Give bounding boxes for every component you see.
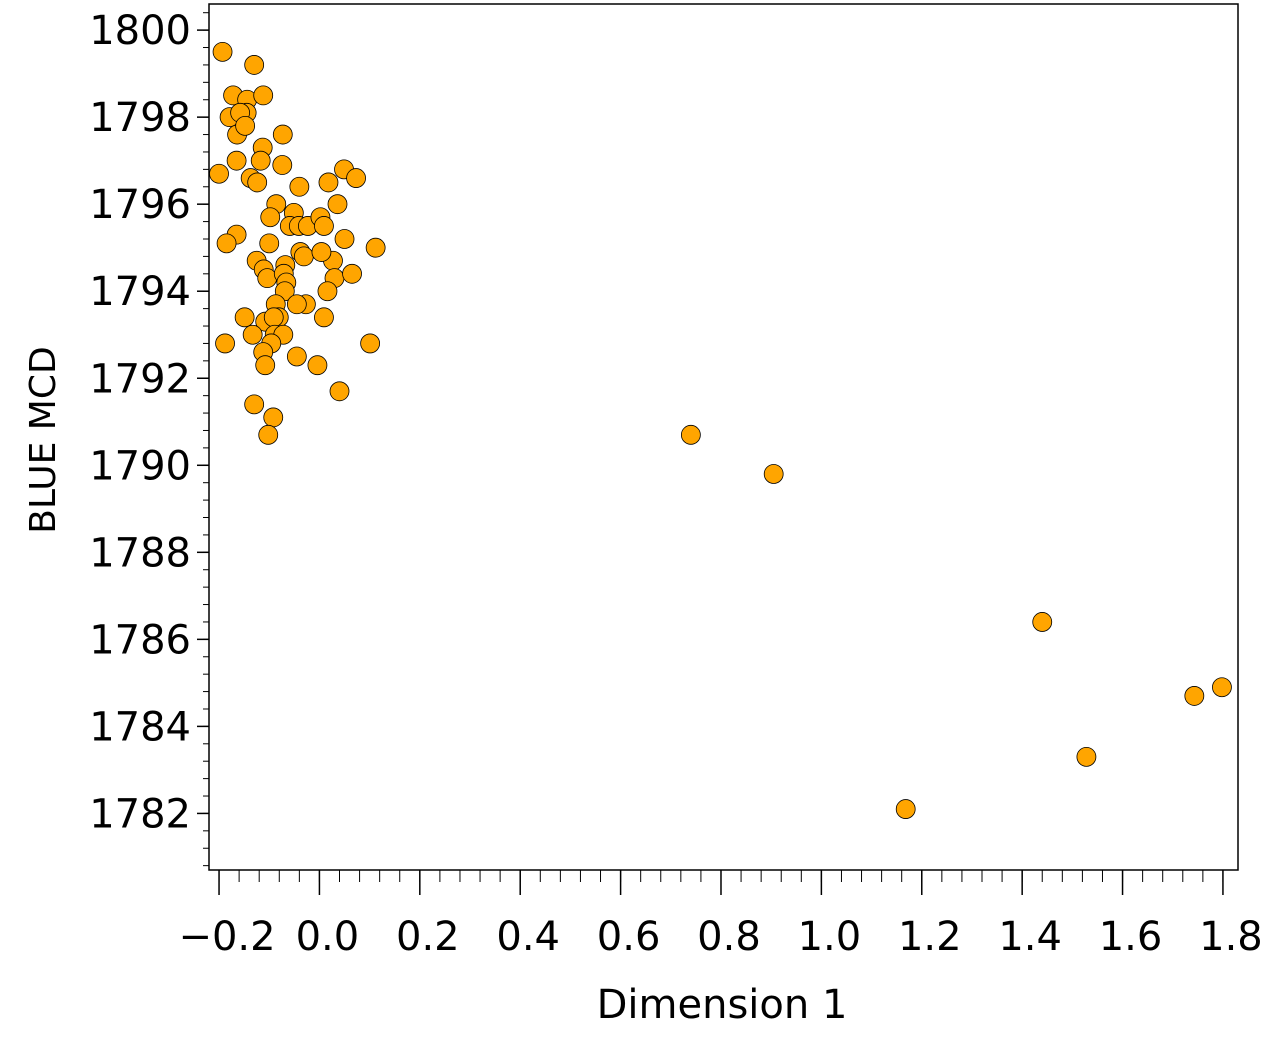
data-point — [763, 464, 784, 484]
data-point — [272, 155, 293, 175]
data-point — [255, 355, 276, 376]
data-point — [209, 163, 229, 184]
data-point — [247, 172, 268, 193]
x-tick-label: 1.6 — [1099, 914, 1163, 960]
data-point — [216, 233, 237, 254]
data-point — [253, 85, 274, 106]
x-tick-label: 0.2 — [396, 914, 460, 960]
x-tick-label: 1.0 — [798, 914, 862, 960]
data-point — [360, 333, 381, 354]
data-point — [215, 333, 235, 354]
x-tick-label: 1.4 — [998, 914, 1062, 960]
data-point — [244, 394, 265, 415]
data-point — [318, 172, 339, 193]
x-tick-label: 0.6 — [597, 914, 661, 960]
data-point — [286, 346, 307, 367]
data-point — [260, 207, 281, 228]
data-point — [314, 216, 334, 236]
data-point — [895, 799, 916, 819]
data-point — [342, 263, 362, 284]
y-tick-label: 1798 — [89, 95, 191, 141]
data-point — [327, 194, 348, 215]
plot-area — [208, 3, 1239, 871]
data-point — [307, 355, 328, 376]
data-point — [244, 55, 265, 75]
y-tick-label: 1782 — [89, 791, 191, 837]
data-point — [234, 307, 255, 328]
x-tick-label: −0.2 — [178, 914, 275, 960]
data-point — [258, 424, 279, 445]
data-point — [263, 307, 284, 328]
y-tick-label: 1790 — [89, 443, 191, 489]
data-points — [209, 41, 1232, 819]
data-point — [314, 307, 334, 328]
data-point — [286, 294, 307, 315]
data-point — [257, 268, 278, 289]
data-point — [329, 381, 350, 402]
x-tick-label: 1.8 — [1199, 914, 1263, 960]
y-axis-label: BLUE MCD — [23, 346, 64, 533]
data-point — [263, 407, 284, 428]
y-tick-label: 1792 — [89, 356, 191, 402]
data-point — [242, 324, 263, 345]
data-point — [346, 168, 366, 188]
x-tick-label: 0.4 — [496, 914, 560, 960]
y-tick-label: 1796 — [89, 182, 191, 228]
y-tick-label: 1788 — [89, 530, 191, 576]
x-axis-label: Dimension 1 — [597, 982, 848, 1028]
data-point — [365, 237, 386, 258]
y-tick-label: 1794 — [89, 269, 191, 315]
data-point — [1076, 746, 1097, 767]
data-point — [1212, 677, 1232, 698]
y-tick-label: 1784 — [89, 704, 191, 750]
data-point — [311, 242, 332, 262]
data-point — [259, 233, 280, 254]
data-point — [212, 41, 233, 62]
data-point — [293, 246, 314, 267]
x-tick-label: 0.8 — [697, 914, 761, 960]
data-point — [334, 229, 355, 249]
data-point — [226, 150, 247, 171]
y-tick-label: 1786 — [89, 617, 191, 663]
data-point — [680, 424, 701, 445]
y-tick-label: 1800 — [89, 8, 191, 54]
data-point — [1184, 686, 1205, 706]
data-point — [317, 281, 338, 302]
y-axis: 1782 1784 1786 1788 1790 1792 1794 1796 1798 1800 — [89, 8, 209, 867]
data-point — [250, 150, 271, 171]
data-point — [289, 176, 310, 197]
data-point — [235, 115, 256, 136]
x-tick-label: 0.0 — [296, 914, 360, 960]
x-tick-label: 1.2 — [898, 914, 962, 960]
data-point — [272, 124, 293, 145]
x-axis: −0.2 0.0 0.2 0.4 0.6 0.8 1.0 1.2 1.4 1.6 1.8 — [178, 870, 1263, 960]
data-point — [1032, 612, 1053, 632]
